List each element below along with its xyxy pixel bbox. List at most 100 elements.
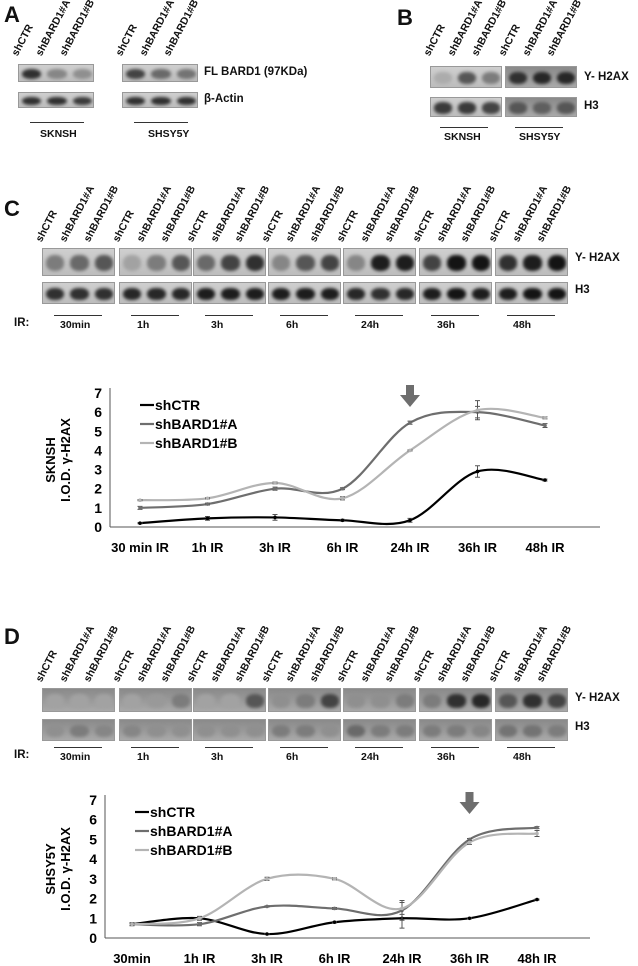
band	[447, 724, 466, 738]
data-point	[197, 922, 202, 926]
band	[471, 724, 490, 738]
blot-strip	[343, 719, 416, 741]
band	[347, 724, 366, 738]
band	[70, 724, 89, 738]
y-tick-label: 3	[89, 871, 97, 887]
legend-label: shBARD1#A	[150, 823, 232, 839]
band	[171, 694, 190, 708]
x-tick-label: 3h IR	[251, 951, 283, 966]
lane-label: shCTR	[486, 208, 513, 244]
arrow-icon	[459, 792, 480, 814]
band	[123, 287, 142, 301]
timepoint-label: 48h	[513, 319, 532, 331]
timepoint-underline	[280, 315, 328, 316]
cell-underline	[440, 127, 488, 128]
blot-strip	[268, 248, 341, 276]
band	[499, 694, 518, 708]
band	[221, 694, 240, 708]
data-point	[340, 486, 345, 491]
timepoint-label: 36h	[437, 319, 456, 331]
blot-strip	[42, 248, 115, 276]
band	[123, 694, 142, 708]
band	[458, 102, 476, 114]
band	[221, 255, 240, 271]
cell-underline	[134, 122, 188, 123]
band	[245, 287, 264, 301]
band	[94, 287, 113, 301]
blot-strip	[119, 282, 192, 304]
band	[547, 255, 566, 271]
ir-label: IR:	[14, 317, 30, 329]
timepoint-underline	[54, 315, 102, 316]
blot-strip	[122, 92, 198, 108]
data-point	[273, 486, 277, 491]
band	[221, 724, 240, 738]
band	[320, 724, 339, 738]
y-tick-label: 5	[89, 831, 97, 847]
legend-label: shCTR	[155, 397, 200, 413]
arrow-icon	[400, 385, 420, 407]
data-point	[535, 897, 539, 902]
lane-label: shCTR	[184, 208, 211, 244]
band	[94, 694, 113, 708]
chart-shsy5y: 0 1 2 3 4 5 6 7 30min 1h IR 3h IR 6h IR 24h IR 36h IR…	[43, 792, 590, 966]
data-point	[535, 825, 539, 830]
band	[46, 724, 65, 738]
data-point	[408, 448, 412, 453]
band	[395, 255, 414, 271]
lane-label: shCTR	[33, 208, 60, 244]
band	[72, 96, 92, 106]
lane-label: shCTR	[184, 648, 211, 684]
band	[434, 102, 452, 114]
y-tick-label: 7	[94, 385, 102, 401]
blot-strip	[430, 66, 502, 88]
blot-strip	[430, 97, 502, 117]
data-point	[265, 877, 269, 881]
blot-strip	[419, 248, 492, 276]
x-tick-label: 30 min IR	[111, 540, 169, 555]
band	[296, 694, 315, 708]
band	[423, 287, 442, 301]
y-tick-label: 6	[94, 404, 102, 420]
cell-line-label: SHSY5Y	[519, 131, 561, 143]
panel-label-a: A	[4, 2, 20, 27]
lane-label: shCTR	[410, 648, 437, 684]
timepoint-underline	[431, 315, 479, 316]
lane-label: shCTR	[259, 208, 286, 244]
data-point	[340, 518, 345, 523]
y-axis-label: SKNSH	[43, 437, 58, 483]
timepoint-label: 36h	[437, 751, 456, 763]
blot-strip	[122, 64, 198, 82]
cell-line-label: SKNSH	[40, 128, 77, 140]
band	[94, 255, 113, 271]
lane-label: shCTR	[113, 22, 140, 58]
legend-label: shCTR	[150, 804, 195, 820]
band	[245, 694, 264, 708]
lane-label: shCTR	[110, 208, 137, 244]
blot-strip	[419, 688, 492, 712]
band	[447, 694, 466, 708]
x-tick-label: 3h IR	[259, 540, 291, 555]
blot-strip	[193, 248, 266, 276]
band	[320, 287, 339, 301]
band	[395, 724, 414, 738]
band	[147, 255, 166, 271]
data-point	[332, 877, 337, 881]
lane-label: shCTR	[33, 648, 60, 684]
data-point	[138, 521, 142, 525]
x-tick-label: 1h IR	[184, 951, 216, 966]
band	[47, 96, 67, 106]
timepoint-underline	[355, 315, 403, 316]
blot-strip	[268, 688, 341, 712]
timepoint-underline	[131, 747, 179, 748]
y-tick-label: 1	[94, 500, 102, 516]
blot-strip	[495, 688, 568, 712]
band	[347, 255, 366, 271]
legend-label: shBARD1#B	[155, 435, 237, 451]
band	[46, 287, 65, 301]
data-point	[543, 416, 547, 420]
band	[395, 694, 414, 708]
band	[221, 287, 240, 301]
data-point	[408, 420, 412, 425]
data-point	[467, 840, 472, 845]
